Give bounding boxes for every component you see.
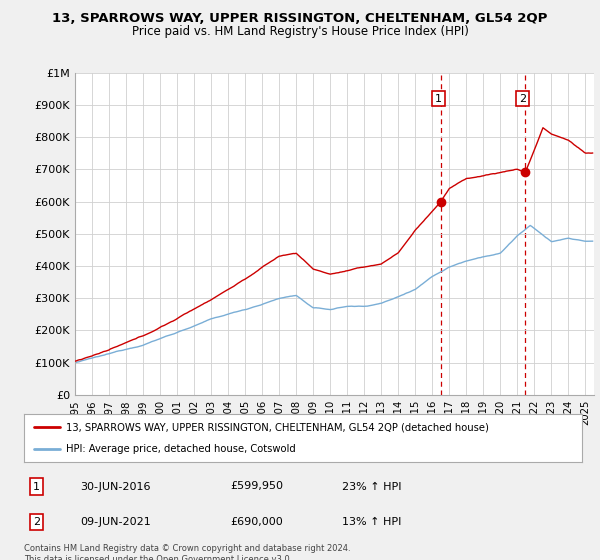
Text: £690,000: £690,000: [230, 517, 283, 527]
Text: 13, SPARROWS WAY, UPPER RISSINGTON, CHELTENHAM, GL54 2QP (detached house): 13, SPARROWS WAY, UPPER RISSINGTON, CHEL…: [66, 422, 489, 432]
Text: 1: 1: [435, 94, 442, 104]
Text: 2: 2: [33, 517, 40, 527]
Text: 13% ↑ HPI: 13% ↑ HPI: [342, 517, 401, 527]
Text: 30-JUN-2016: 30-JUN-2016: [80, 482, 151, 492]
Text: Price paid vs. HM Land Registry's House Price Index (HPI): Price paid vs. HM Land Registry's House …: [131, 25, 469, 38]
Text: 2: 2: [519, 94, 526, 104]
Text: 09-JUN-2021: 09-JUN-2021: [80, 517, 151, 527]
Text: HPI: Average price, detached house, Cotswold: HPI: Average price, detached house, Cots…: [66, 444, 296, 454]
Text: Contains HM Land Registry data © Crown copyright and database right 2024.
This d: Contains HM Land Registry data © Crown c…: [24, 544, 350, 560]
Text: 1: 1: [33, 482, 40, 492]
Text: £599,950: £599,950: [230, 482, 283, 492]
Text: 13, SPARROWS WAY, UPPER RISSINGTON, CHELTENHAM, GL54 2QP: 13, SPARROWS WAY, UPPER RISSINGTON, CHEL…: [52, 12, 548, 25]
Text: 23% ↑ HPI: 23% ↑ HPI: [342, 482, 401, 492]
